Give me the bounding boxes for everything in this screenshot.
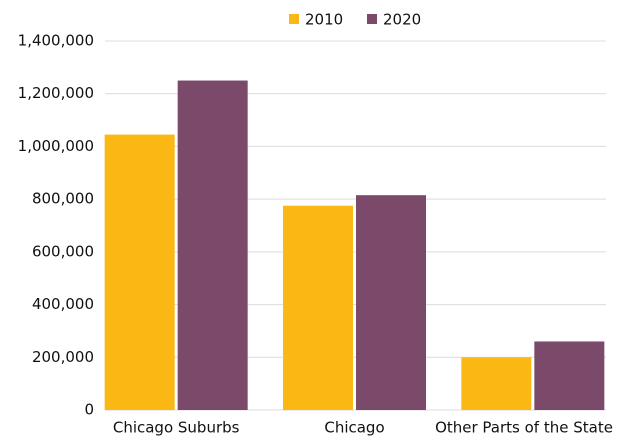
y-tick-label: 200,000	[32, 348, 94, 366]
x-tick-label: Chicago Suburbs	[113, 419, 240, 437]
y-tick-label: 1,200,000	[18, 84, 94, 102]
y-tick-label: 1,400,000	[18, 32, 94, 50]
legend-label: 2010	[305, 11, 343, 29]
x-tick-label: Other Parts of the State	[435, 419, 613, 437]
bar	[356, 195, 426, 410]
bar	[283, 205, 353, 410]
y-tick-label: 400,000	[32, 295, 94, 313]
y-tick-label: 0	[84, 401, 94, 419]
x-tick-label: Chicago	[324, 419, 384, 437]
y-tick-label: 800,000	[32, 190, 94, 208]
bar	[104, 134, 175, 410]
y-tick-label: 600,000	[32, 242, 94, 260]
bar	[461, 357, 532, 410]
bar	[534, 341, 605, 410]
legend-swatch	[367, 14, 377, 24]
legend-label: 2020	[383, 11, 421, 29]
y-tick-label: 1,000,000	[18, 137, 94, 155]
legend-swatch	[289, 14, 299, 24]
bar	[177, 80, 248, 411]
